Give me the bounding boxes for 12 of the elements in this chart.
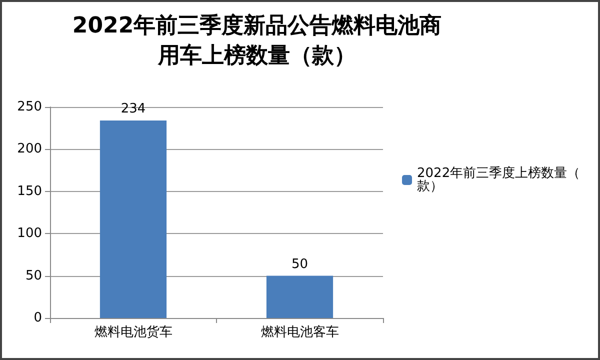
y-tick-label: 50 [25, 268, 42, 284]
y-tick-label: 250 [17, 100, 42, 114]
data-label: 50 [291, 256, 308, 272]
y-tick-label: 100 [17, 226, 42, 242]
data-label: 234 [120, 102, 146, 117]
legend-label: 2022年前三季度上榜数量（款） [417, 165, 580, 194]
y-tick-label: 150 [17, 184, 42, 199]
y-tick-label: 200 [17, 142, 42, 157]
chart-title: 2022年前三季度新品公告燃料电池商用车上榜数量（款） [72, 12, 442, 68]
x-tick-label: 燃料电池客车 [260, 324, 339, 340]
x-tick-label: 燃料电池货车 [94, 325, 172, 340]
y-tick-label: 0 [34, 310, 42, 326]
